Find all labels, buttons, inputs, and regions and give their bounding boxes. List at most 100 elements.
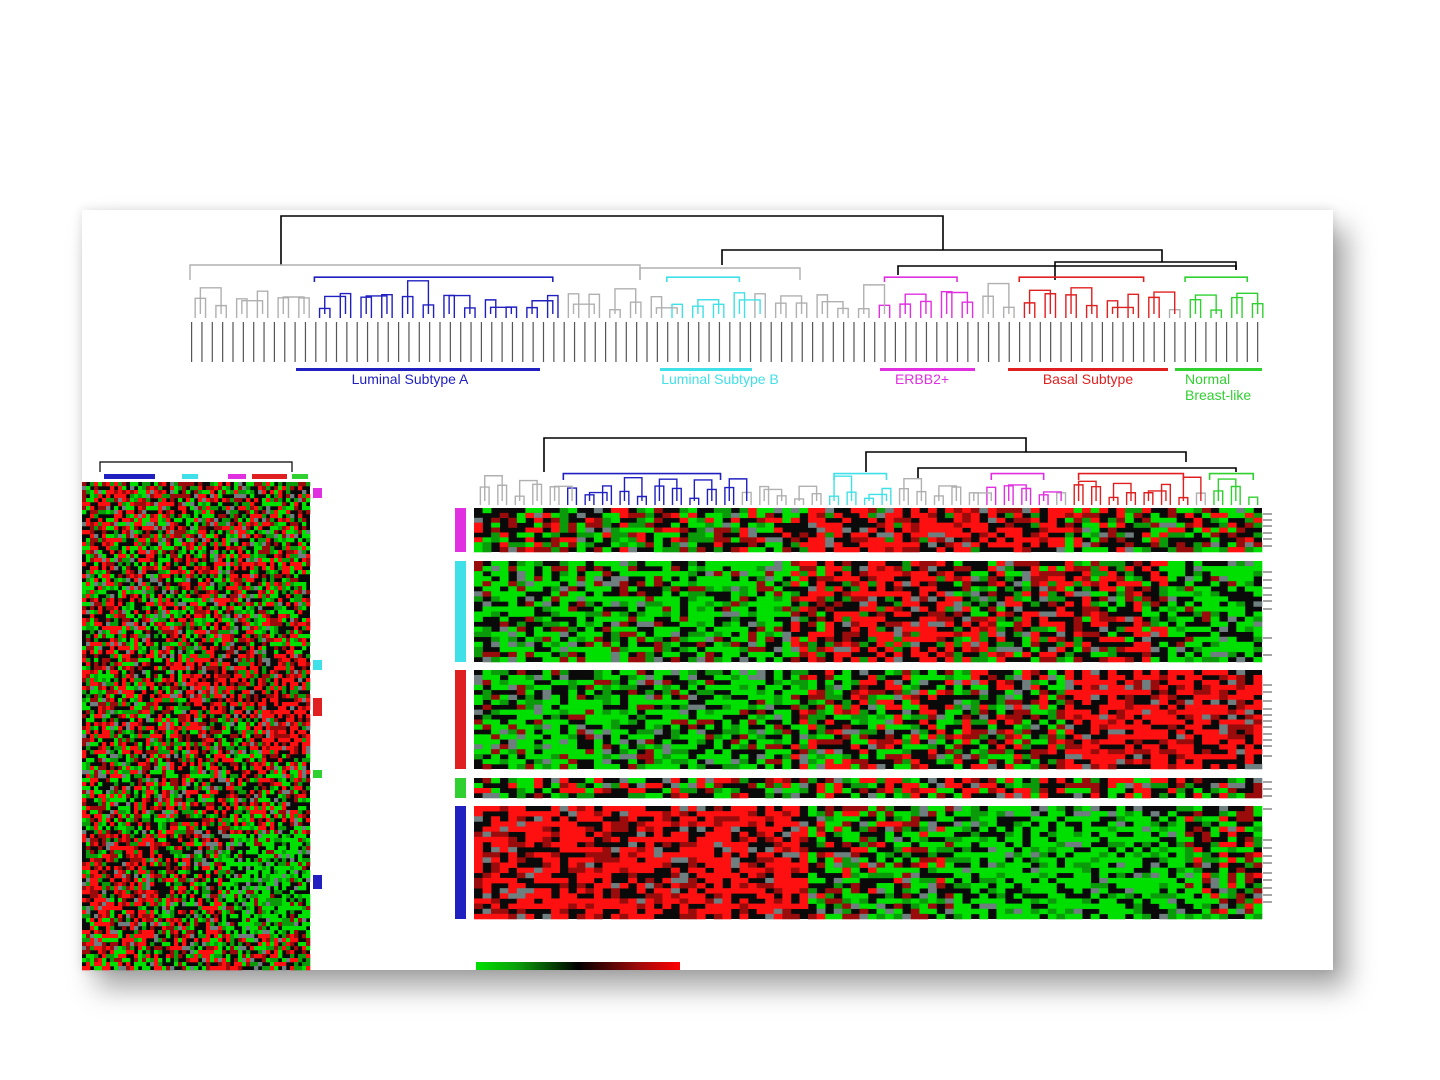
heatmap-a-cell [258,886,263,891]
heatmap-a-cell [254,930,259,935]
heatmap-a-cell [226,698,231,703]
heatmap-a-cell [190,810,195,815]
heatmap-a-cell [262,518,267,523]
heatmap-a-cell [258,682,263,687]
heatmap-a-cell [106,770,111,775]
heatmap-a-cell [182,646,187,651]
heatmap-a-cell [210,894,215,899]
heatmap-a-cell [178,570,183,575]
heatmap-a-cell [178,494,183,499]
heatmap-a-cell [306,694,311,699]
heatmap-a-cell [226,626,231,631]
heatmap-a-cell [110,742,115,747]
heatmap-a-cell [254,714,259,719]
heatmap-a-cell [294,506,299,511]
heatmap-a-cell [146,734,151,739]
heatmap-a-cell [94,814,99,819]
heatmap-a-cell [126,646,131,651]
heatmap-a-cell [214,658,219,663]
heatmap-a-cell [198,602,203,607]
heatmap-a-cell [170,910,175,915]
heatmap-a-cell [246,910,251,915]
heatmap-a-cell [102,686,107,691]
heatmap-a-cell [106,710,111,715]
heatmap-a-cell [102,934,107,939]
heatmap-a-cell [138,542,143,547]
dendrogram-branch [365,295,388,314]
dendrogram-branch [546,294,559,318]
heatmap-a-cell [302,746,307,751]
heatmap-a-cell [186,914,191,919]
heatmap-a-cell [110,562,115,567]
heatmap-a-cell [306,870,311,875]
heatmap-a-cell [238,906,243,911]
heatmap-a-cell [202,762,207,767]
heatmap-a-cell [102,898,107,903]
heatmap-a-cell [134,746,139,751]
sample-label-mark [832,322,834,362]
heatmap-a-cell [258,810,263,815]
heatmap-a-cell [286,934,291,939]
heatmap-a-cell [146,874,151,879]
heatmap-a-cell [302,638,307,643]
heatmap-a-cell [186,482,191,487]
heatmap-a-cell [106,658,111,663]
dendrogram-branch [1070,287,1093,314]
heatmap-a-cell [278,822,283,827]
heatmap-a-cell [294,818,299,823]
heatmap-a-cell [162,610,167,615]
heatmap-a-cell [230,550,235,555]
heatmap-a-cell [186,798,191,803]
heatmap-a-cell [294,590,299,595]
heatmap-a-cell [214,558,219,563]
heatmap-a-cell [266,790,271,795]
heatmap-a-cell [238,694,243,699]
heatmap-a-cell [274,830,279,835]
heatmap-a-cell [110,790,115,795]
heatmap-a-cell [122,922,127,927]
heatmap-a-cell [122,846,127,851]
heatmap-a-cell [182,842,187,847]
heatmap-a-cell [206,710,211,715]
heatmap-a-cell [86,790,91,795]
heatmap-a-cell [114,558,119,563]
heatmap-a-cell [250,578,255,583]
heatmap-a-cell [106,490,111,495]
heatmap-a-cell [210,630,215,635]
heatmap-a-cell [166,574,171,579]
heatmap-a-cell [238,754,243,759]
heatmap-a-cell [206,522,211,527]
heatmap-a-cell [298,662,303,667]
heatmap-a-cell [94,674,99,679]
heatmap-a-cell [178,834,183,839]
heatmap-a-cell [218,878,223,883]
sample-label-mark [687,322,689,362]
heatmap-a-cell [286,546,291,551]
heatmap-a-cell [274,590,279,595]
heatmap-a-cell [90,602,95,607]
heatmap-a-cell [102,870,107,875]
heatmap-a-cell [126,918,131,923]
heatmap-a-cell [86,842,91,847]
heatmap-a-cell [234,750,239,755]
heatmap-a-cell [86,610,91,615]
heatmap-a-cell [134,698,139,703]
heatmap-a-cell [106,578,111,583]
heatmap-a-cell [302,942,307,947]
heatmap-a-cell [114,674,119,679]
heatmap-a-cell [138,550,143,555]
heatmap-a-cell [194,910,199,915]
heatmap-a-cell [110,734,115,739]
heatmap-a-cell [270,854,275,859]
heatmap-a-cell [102,794,107,799]
heatmap-a-cell [146,554,151,559]
heatmap-a-cell [274,814,279,819]
heatmap-a-cell [182,730,187,735]
heatmap-a-cell [198,758,203,763]
heatmap-a-cell [150,526,155,531]
heatmap-a-cell [130,590,135,595]
heatmap-a-cell [126,746,131,751]
heatmap-a-cell [258,922,263,927]
heatmap-a-cell [126,662,131,667]
heatmap-a-cell [250,490,255,495]
